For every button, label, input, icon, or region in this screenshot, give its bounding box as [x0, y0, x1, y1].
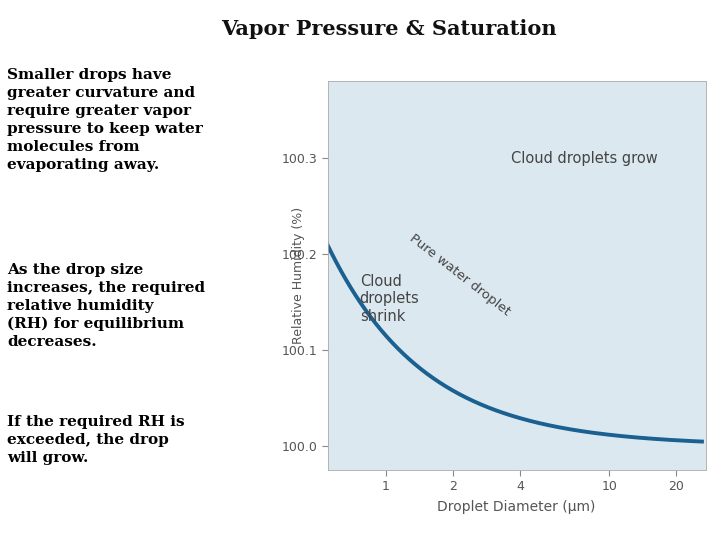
- Text: Vapor Pressure & Saturation: Vapor Pressure & Saturation: [221, 19, 557, 39]
- Text: If the required RH is
exceeded, the drop
will grow.: If the required RH is exceeded, the drop…: [7, 415, 185, 465]
- Text: Cloud droplets grow: Cloud droplets grow: [511, 151, 658, 166]
- Text: Relative Humidity (%): Relative Humidity (%): [292, 207, 305, 344]
- Text: Pure water droplet: Pure water droplet: [407, 232, 513, 319]
- Text: Smaller drops have
greater curvature and
require greater vapor
pressure to keep : Smaller drops have greater curvature and…: [7, 68, 203, 172]
- Text: As the drop size
increases, the required
relative humidity
(RH) for equilibrium
: As the drop size increases, the required…: [7, 263, 205, 349]
- X-axis label: Droplet Diameter (μm): Droplet Diameter (μm): [438, 500, 595, 514]
- Text: Cloud
droplets
shrink: Cloud droplets shrink: [360, 274, 420, 323]
